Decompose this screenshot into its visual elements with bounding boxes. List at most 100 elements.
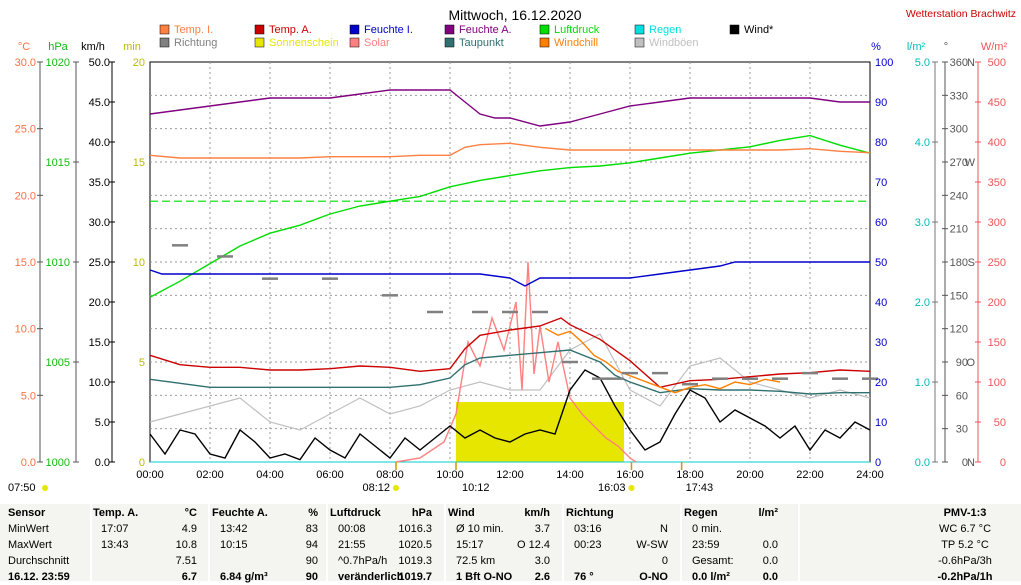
chart-grid <box>149 61 871 463</box>
rain-tick-label: 5.0 <box>915 57 930 69</box>
stats-header: Sensor <box>8 506 88 521</box>
direction-tick-label: 330 <box>950 90 968 102</box>
stats-cell: 16.12. 23:59 <box>8 570 88 585</box>
series-taupunktline <box>149 349 870 395</box>
wind-tick-label: 10.0 <box>89 377 110 389</box>
direction-letter: O <box>966 357 975 369</box>
humidity-tick-label: 100 <box>875 57 893 69</box>
stats-value: hPa <box>411 507 432 519</box>
solar-tick-label: 400 <box>988 137 1006 149</box>
stats-value: 3.0 <box>534 555 550 567</box>
stats-cell: ^0.7hPa/h 1019.3 <box>330 554 438 569</box>
humidity-tick-label: 0 <box>875 457 881 469</box>
direction-letter: W <box>965 157 976 169</box>
legend-swatch <box>539 24 550 35</box>
x-tick-label: 18:00 <box>676 469 704 481</box>
stats-value: 1019.7 <box>398 571 432 583</box>
stats-cell: -0.2hPa/1h <box>915 570 1015 585</box>
humidity-tick-label: 60 <box>875 217 887 229</box>
stats-column: Temp. A. °C 17:07 4.9 13:43 10.8 7.51 6.7 <box>93 504 203 583</box>
stats-cell: Durchschnitt <box>8 554 88 569</box>
direction-tick-label: 90 <box>956 357 968 369</box>
pressure-tick-label: 1010 <box>46 257 70 269</box>
stats-cell: 15:17 O 12.4 <box>448 538 556 553</box>
series-temp-a-line <box>149 317 871 389</box>
series-feuchte-a-line <box>149 89 870 127</box>
stats-value: 7.51 <box>175 555 197 567</box>
humidity-tick-label: 10 <box>875 417 887 429</box>
stats-cell: 13:42 83 <box>212 522 324 537</box>
stats-value: 0.0 <box>762 571 778 583</box>
stats-value: 3.7 <box>534 523 550 535</box>
legend-swatch <box>634 24 645 35</box>
stats-value: 10.8 <box>175 539 197 551</box>
stats-value: 0.0 <box>762 539 778 551</box>
stats-cell: 13:43 10.8 <box>93 538 203 553</box>
series-windchillline <box>545 328 781 394</box>
stats-text: PMV-1:3 <box>943 507 987 519</box>
stats-value: 1016.3 <box>398 523 432 535</box>
stats-cell: 0 <box>566 554 674 569</box>
stats-value: 1020.5 <box>398 539 432 551</box>
humidity-tick-label: 50 <box>875 257 887 269</box>
humidity-tick-label: 30 <box>875 337 887 349</box>
legend-label: Feuchte A. <box>459 24 512 36</box>
direction-tick-label: 150 <box>950 290 968 302</box>
stats-text: MinWert <box>8 523 49 535</box>
legend-label: Windchill <box>554 37 598 49</box>
stats-label: Ø 10 min. <box>456 523 504 535</box>
temp-tick-label: 0.0 <box>21 457 36 469</box>
temp-unit: °C <box>18 41 30 53</box>
series-wind-line <box>149 369 871 461</box>
column-separator <box>798 504 800 581</box>
column-separator <box>680 504 682 581</box>
stats-column: Regen l/m² 0 min. 23:59 0.0 Gesamt: 0.0 0.0 l/m… <box>684 504 784 583</box>
stats-value: % <box>308 507 318 519</box>
legend-swatch <box>254 37 265 48</box>
solar-tick-label: 200 <box>988 297 1006 309</box>
temp-tick-label: 5.0 <box>21 390 36 402</box>
chart-axes: 0.05.010.015.020.025.030.010001005101010… <box>8 41 1007 494</box>
stats-label: 10:15 <box>220 539 248 551</box>
stats-value: °C <box>184 507 197 519</box>
stats-value: km/h <box>524 507 550 519</box>
x-tick-label: 08:00 <box>376 469 404 481</box>
stats-label: 23:59 <box>692 539 720 551</box>
temp-tick-label: 20.0 <box>15 190 36 202</box>
legend-label: Wind* <box>744 24 774 36</box>
pressure-tick-label: 1005 <box>46 357 70 369</box>
solar-tick-label: 150 <box>988 337 1006 349</box>
temp-tick-label: 25.0 <box>15 124 36 136</box>
stats-value: 90 <box>305 571 318 583</box>
stats-label: veränderlich <box>338 571 404 583</box>
sun-unit: min <box>123 41 141 53</box>
legend-swatch <box>159 24 170 35</box>
direction-tick-label: 0 <box>962 457 968 469</box>
stats-text: WC 6.7 °C <box>938 523 992 535</box>
series-layer <box>149 89 878 463</box>
solar-tick-label: 350 <box>988 177 1006 189</box>
stats-cell: 1 Bft O-NO 2.6 <box>448 570 556 585</box>
stats-label: 21:55 <box>338 539 366 551</box>
sun-tick-label: 15 <box>133 157 145 169</box>
stats-value: 90 <box>305 555 318 567</box>
legend-swatch <box>349 37 360 48</box>
wind-tick-label: 40.0 <box>89 137 110 149</box>
legend-label: Temp. I. <box>174 24 213 36</box>
stats-column: Wind km/h Ø 10 min. 3.7 15:17 O 12.4 72.5 km 3.… <box>448 504 556 583</box>
series-feuchte-i-line <box>149 261 870 287</box>
stats-cell: Ø 10 min. 3.7 <box>448 522 556 537</box>
sunrise-label: 07:50 <box>8 482 36 494</box>
sun-icon <box>393 485 399 491</box>
stats-label: Feuchte A. <box>212 507 268 519</box>
legend-swatch <box>444 24 455 35</box>
stats-cell: 21:55 1020.5 <box>330 538 438 553</box>
legend-swatch <box>634 37 645 48</box>
legend-swatch <box>349 24 360 35</box>
stats-label: Richtung <box>566 507 614 519</box>
stats-value: 6.7 <box>181 571 197 583</box>
stats-label: 72.5 km <box>456 555 496 567</box>
solar-tick-label: 500 <box>988 57 1006 69</box>
stats-cell: 0.0 l/m² 0.0 <box>684 570 784 585</box>
legend-label: Regen <box>649 24 681 36</box>
